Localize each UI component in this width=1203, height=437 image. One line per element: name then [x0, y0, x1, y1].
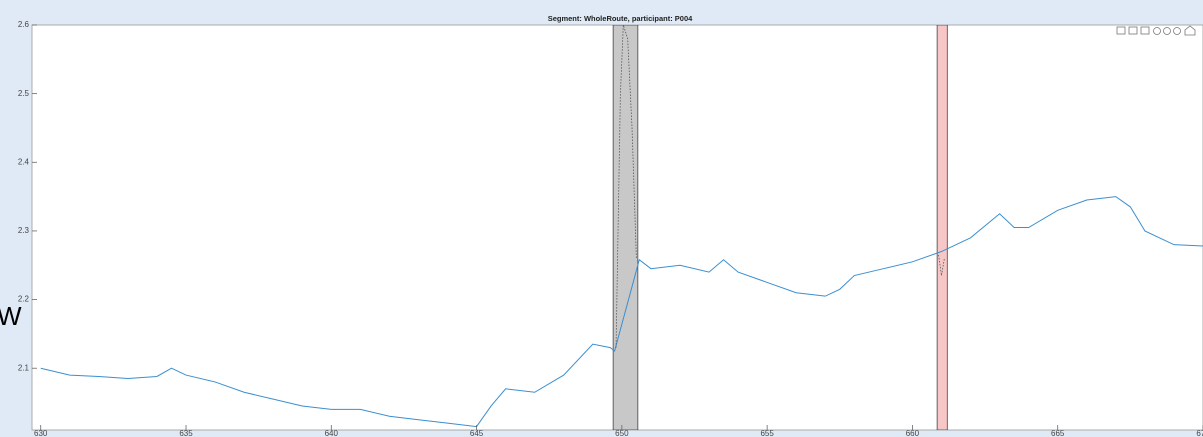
x-tick-label: 640: [325, 429, 339, 437]
x-tick-label: 665: [1051, 429, 1065, 437]
y-tick-label: 2.4: [18, 157, 30, 166]
axes: 2.1 2.2 2.3 2.4 2.5 2.6 630 635 640 645 650 655 660 6…: [18, 20, 1203, 437]
x-tick-label: 650: [615, 429, 629, 437]
y-tick-label: 2.5: [18, 89, 30, 98]
x-tick-label: 670: [1196, 429, 1203, 437]
x-tick-label: 660: [906, 429, 920, 437]
x-tick-label: 645: [470, 429, 484, 437]
overlay-text: W: [0, 301, 22, 331]
y-tick-label: 2.6: [18, 20, 30, 29]
chart-title: Segment: WholeRoute, participant: P004: [548, 14, 693, 23]
series-line: [615, 25, 637, 348]
x-tick-label: 635: [179, 429, 193, 437]
x-tick-label: 655: [760, 429, 774, 437]
series-line: [938, 254, 945, 276]
toolbar[interactable]: [1116, 25, 1196, 36]
highlight-region: [936, 25, 948, 430]
y-tick-label: 2.2: [18, 295, 30, 304]
series-line: [40, 196, 1203, 428]
plot: [40, 25, 1203, 430]
y-tick-label: 2.3: [18, 226, 30, 235]
y-tick-label: 2.1: [18, 363, 30, 372]
highlight-region: [612, 25, 639, 430]
x-tick-label: 630: [34, 429, 48, 437]
